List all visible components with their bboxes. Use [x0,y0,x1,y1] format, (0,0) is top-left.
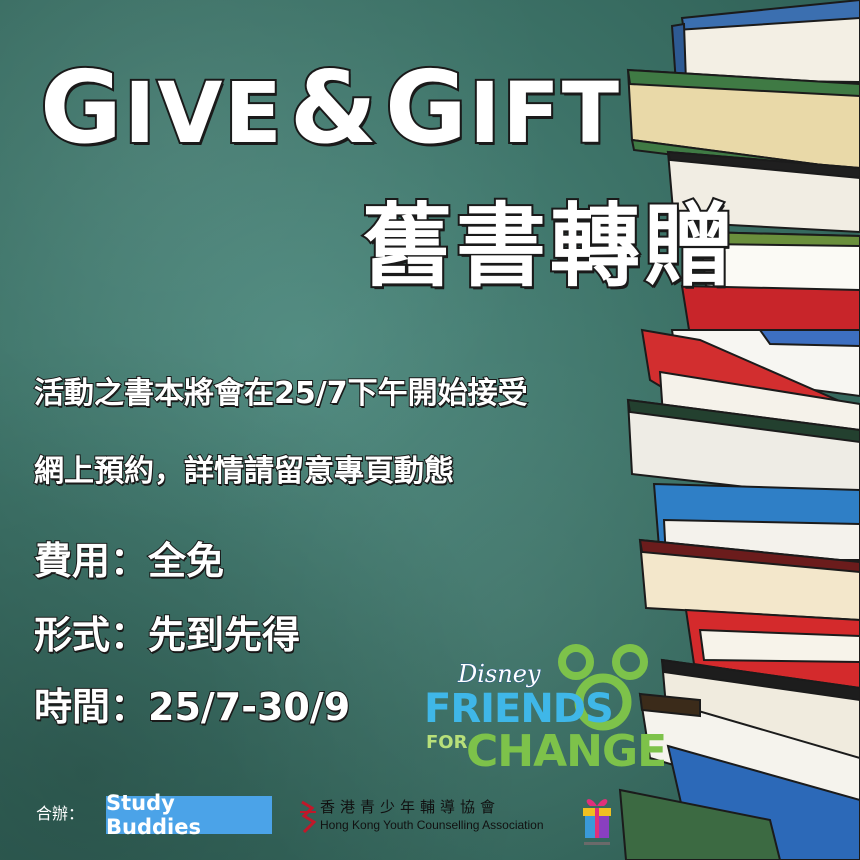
hkyca-logo: 香港青少年輔導協會 Hong Kong Youth Counselling As… [298,796,558,842]
hkyca-english-name: Hong Kong Youth Counselling Association [320,818,544,832]
disney-wordmark: Disney [457,660,541,689]
info-format: 形式：先到先得 [33,612,301,658]
title-word-ift: IFT [467,64,621,162]
gift-box-icon [583,799,611,845]
title-english: GIVE&GIFT [38,56,621,160]
hkyca-chinese-name: 香港青少年輔導協會 [320,798,501,816]
title-chinese: 舊書轉贈 [360,194,738,299]
description-line-1: 活動之書本將會在25/7下午開始接受 [33,375,529,412]
info-fee: 費用：全免 [33,538,225,584]
mickey-ears-icon [558,644,648,731]
study-buddies-logo: Study Buddies [106,791,272,839]
friends-wordmark: FRIENDS [424,686,614,732]
change-wordmark: CHANGE [466,726,667,777]
title-ampersand: & [288,49,379,166]
disney-friends-for-change-logo: Disney FRIENDS FOR CHANGE [422,640,667,780]
for-wordmark: FOR [426,732,468,753]
title-letter-g2: G [383,49,470,166]
hkyca-emblem-icon [300,800,317,834]
description-line-2: 網上預約，詳情請留意專頁動態 [33,453,455,490]
title-letter-g: G [38,49,125,166]
co-organizer-label: 合辦： [36,804,85,823]
info-period: 時間：25/7-30/9 [33,684,351,730]
title-word-ive: IVE [122,64,284,162]
